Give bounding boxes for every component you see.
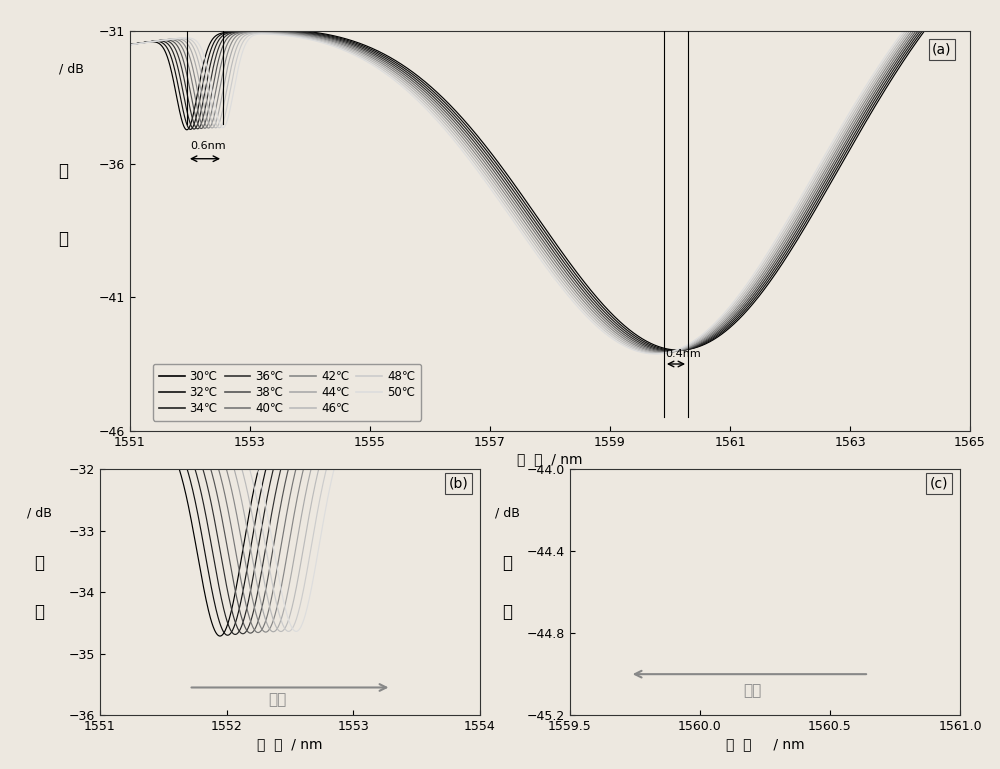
Text: / dB: / dB [27,507,52,520]
Text: 趋势: 趋势 [743,683,761,697]
Text: 功: 功 [34,554,44,571]
Text: (b): (b) [449,477,469,491]
Text: 0.4nm: 0.4nm [665,348,701,358]
Text: 率: 率 [58,230,68,248]
Text: (a): (a) [932,43,952,57]
Text: (c): (c) [930,477,948,491]
X-axis label: 波  长     / nm: 波 长 / nm [726,737,804,751]
Text: 率: 率 [34,603,44,621]
Text: 率: 率 [503,603,513,621]
Legend: 30℃, 32℃, 34℃, 36℃, 38℃, 40℃, 42℃, 44℃, 46℃, 48℃, 50℃: 30℃, 32℃, 34℃, 36℃, 38℃, 40℃, 42℃, 44℃, … [153,364,421,421]
Text: 功: 功 [503,554,513,571]
Text: 功: 功 [58,161,68,180]
Text: / dB: / dB [495,507,520,520]
Text: 0.6nm: 0.6nm [190,141,226,151]
X-axis label: 波  长  / nm: 波 长 / nm [257,737,323,751]
Text: 趋势: 趋势 [268,692,286,707]
Text: / dB: / dB [59,63,84,76]
X-axis label: 波  长  / nm: 波 长 / nm [517,453,583,467]
